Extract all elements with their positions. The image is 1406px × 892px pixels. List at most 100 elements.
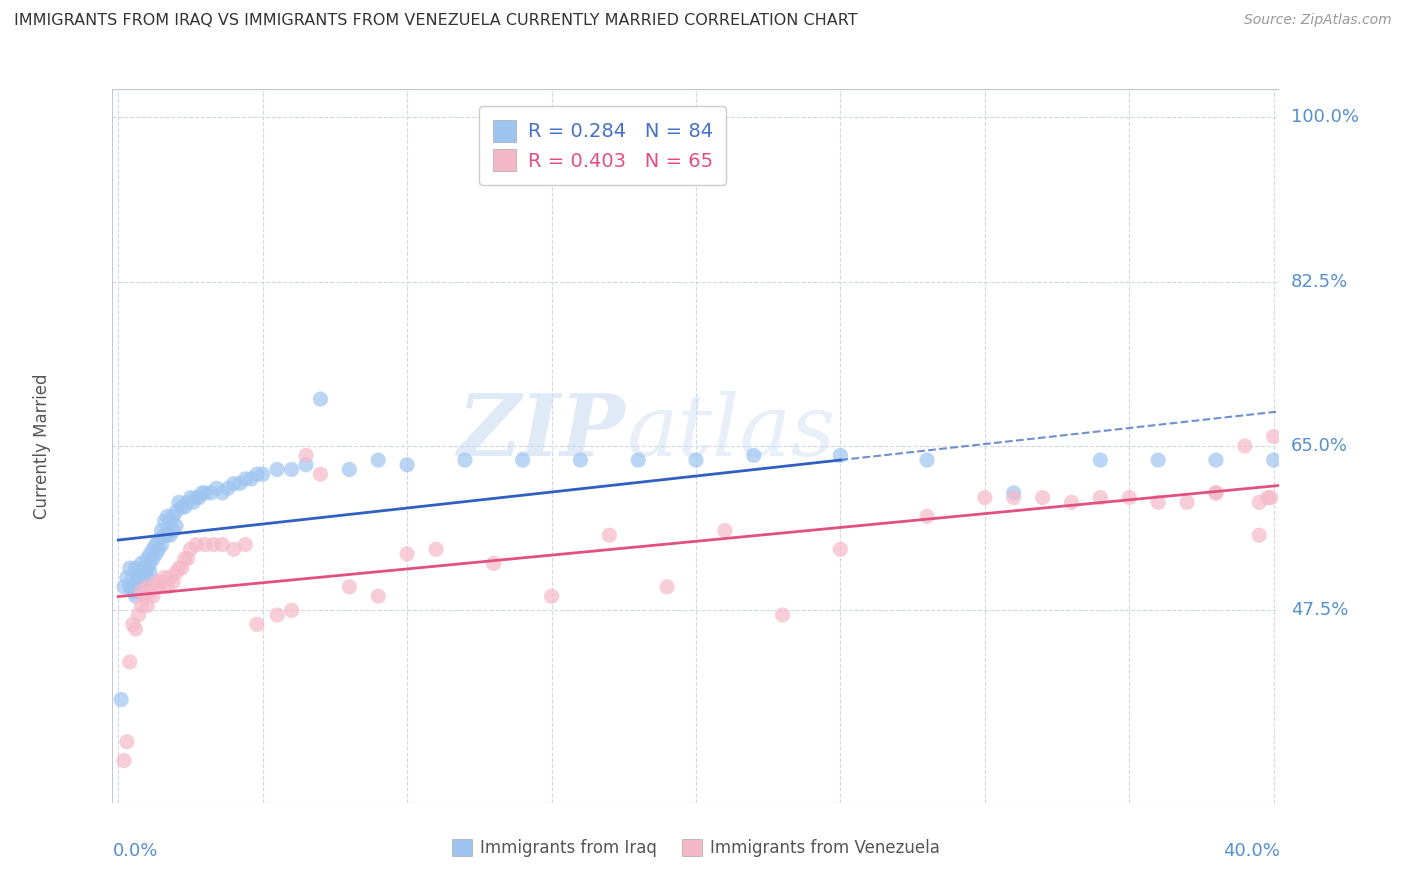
Point [148,580,170,594]
Point [205,481,228,495]
Point [1263,453,1285,467]
Point [1249,528,1271,542]
Point [162,524,184,538]
Point [139,547,162,561]
Point [148,533,170,547]
Point [915,509,938,524]
Text: Source: ZipAtlas.com: Source: ZipAtlas.com [1244,13,1392,28]
Point [280,462,302,476]
Point [246,617,269,632]
Point [830,542,852,557]
Legend: Immigrants from Iraq, Immigrants from Venezuela: Immigrants from Iraq, Immigrants from Ve… [443,831,949,866]
Point [153,570,176,584]
Point [252,467,274,482]
Point [1205,453,1227,467]
Text: 65.0%: 65.0% [1291,437,1347,455]
Point [124,561,146,575]
Point [150,538,173,552]
Point [266,462,288,476]
Point [112,580,135,594]
Point [1263,429,1285,443]
Point [1257,491,1279,505]
Point [131,557,153,571]
Point [396,547,419,561]
Point [482,557,505,571]
Point [127,570,149,584]
Point [159,570,181,584]
Point [627,453,650,467]
Text: IMMIGRANTS FROM IRAQ VS IMMIGRANTS FROM VENEZUELA CURRENTLY MARRIED CORRELATION : IMMIGRANTS FROM IRAQ VS IMMIGRANTS FROM … [14,13,858,29]
Text: 82.5%: 82.5% [1291,273,1348,291]
Point [173,500,195,514]
Point [211,538,233,552]
Point [1205,486,1227,500]
Point [228,476,250,491]
Point [121,617,143,632]
Point [266,607,288,622]
Point [772,607,794,622]
Point [200,486,222,500]
Point [454,453,477,467]
Point [240,472,263,486]
Point [176,495,198,509]
Point [167,561,190,575]
Point [280,603,302,617]
Point [1002,491,1025,505]
Point [156,580,179,594]
Point [165,505,187,519]
Point [202,538,225,552]
Text: Currently Married: Currently Married [34,373,52,519]
Point [1205,486,1227,500]
Point [222,542,245,557]
Point [367,453,389,467]
Point [235,538,257,552]
Text: atlas: atlas [626,391,835,473]
Point [1090,491,1112,505]
Point [167,495,190,509]
Point [1118,491,1140,505]
Point [127,607,149,622]
Point [1249,495,1271,509]
Point [569,453,592,467]
Point [142,542,165,557]
Point [118,655,141,669]
Point [142,589,165,603]
Point [246,467,269,482]
Point [136,551,159,566]
Point [1090,453,1112,467]
Point [110,692,132,706]
Point [131,599,153,613]
Point [150,575,173,590]
Point [186,538,208,552]
Point [179,542,201,557]
Text: 40.0%: 40.0% [1223,842,1279,860]
Point [165,566,187,580]
Point [425,542,447,557]
Point [186,491,208,505]
Point [115,570,138,584]
Point [134,575,156,590]
Point [222,476,245,491]
Point [655,580,678,594]
Point [124,589,146,603]
Point [309,467,332,482]
Point [714,524,737,538]
Point [183,495,205,509]
Point [156,509,179,524]
Point [145,575,167,590]
Point [145,538,167,552]
Point [136,599,159,613]
Point [337,580,360,594]
Point [127,584,149,599]
Point [194,486,217,500]
Point [162,575,184,590]
Point [337,462,360,476]
Point [159,514,181,528]
Point [512,453,534,467]
Point [217,481,239,495]
Point [742,449,765,463]
Point [118,561,141,575]
Point [142,551,165,566]
Point [1147,453,1170,467]
Point [136,570,159,584]
